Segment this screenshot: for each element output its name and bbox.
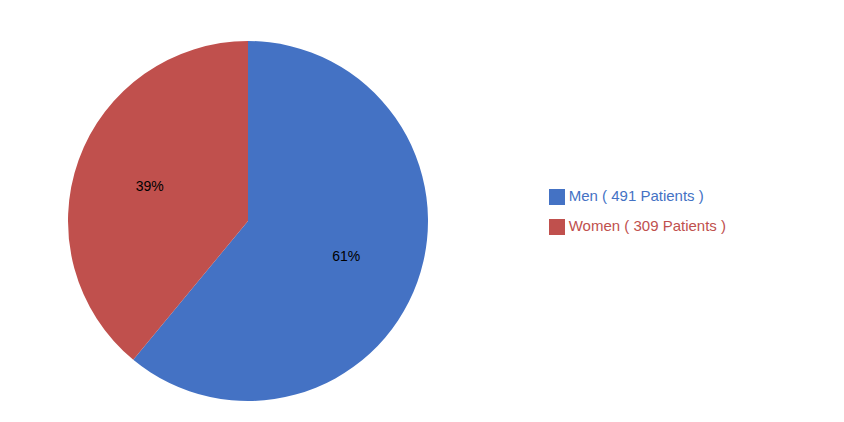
html-text:Women ( 309 Patients ): Women ( 309 Patients ) (568, 217, 726, 234)
html-text:Men ( 491 Patients ): Men ( 491 Patients ) (568, 187, 704, 204)
svg-text:61%: 61% (332, 248, 360, 264)
svg-text:39%: 39% (136, 178, 164, 194)
